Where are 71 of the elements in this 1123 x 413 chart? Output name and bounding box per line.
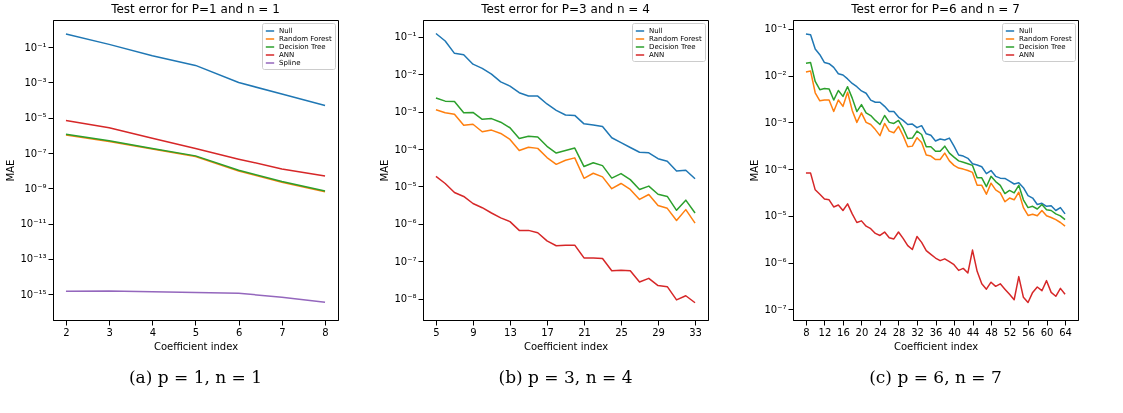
x-tick-label: 8 [803,326,810,338]
x-tick-label: 5 [192,326,200,338]
y-axis-title: MAE [5,159,17,182]
x-tick-label: 24 [874,326,887,338]
x-tick-label: 60 [1040,326,1054,338]
text: (c) p = 6, n = 7 [869,367,1002,387]
x-tick-label: 5 [433,326,440,338]
y-tick-label: 10⁻⁴ [394,143,417,155]
x-tick-label: 12 [818,326,832,338]
y-tick-label: 10⁻⁶ [764,257,787,269]
y-tick-label: 10⁻⁶ [394,218,417,230]
x-tick-label: 40 [948,326,961,338]
y-axis-title: MAE [379,159,391,182]
y-tick-label: 10⁻¹ [394,31,417,43]
y-tick-label: 10⁻⁷ [764,303,787,315]
y-tick-label: 10⁻⁷ [24,147,47,159]
y-tick-label: 10⁻¹¹ [20,218,47,230]
y-tick-label: 10⁻¹³ [20,253,47,265]
y-axis-title: MAE [749,159,761,182]
x-tick-label: 20 [855,326,869,338]
line-series [805,172,1066,304]
y-tick-label: 10⁻⁹ [24,182,47,194]
x-tick-label: 28 [892,326,906,338]
y-tick-label: 10⁻⁵ [394,180,417,192]
x-tick-label: 64 [1059,326,1072,338]
x-tick-label: 6 [235,326,243,338]
x-tick-label: 13 [504,326,517,338]
x-tick-label: 25 [615,326,628,338]
x-axis-title: Coefficient index [893,340,979,352]
x-tick-label: 21 [578,326,591,338]
line-series [65,290,326,303]
text: (a) p = 1, n = 1 [128,367,263,387]
y-tick-label: 10⁻² [394,68,417,80]
y-tick-label: 10⁻⁸ [394,293,417,305]
x-axis-title: Coefficient index [153,340,239,352]
x-tick-label: 8 [322,326,329,338]
x-tick-label: 3 [106,326,113,338]
chart-title: Test error for P=1 and n = 1 [110,2,280,16]
x-tick-label: 36 [929,326,943,338]
x-tick-label: 52 [1003,326,1017,338]
x-tick-label: 16 [837,326,850,338]
y-tick-label: 10⁻¹ [764,23,787,35]
y-tick-label: 10⁻⁴ [764,163,787,175]
y-tick-label: 10⁻¹ [24,41,47,53]
text: (b) p = 3, n = 4 [498,367,633,387]
y-tick-label: 10⁻³ [24,77,47,88]
x-tick-label: 29 [652,326,665,338]
x-tick-label: 9 [470,326,477,338]
x-tick-label: 44 [966,326,980,338]
x-tick-label: 2 [63,326,70,338]
x-tick-label: 56 [1022,326,1035,338]
y-tick-label: 10⁻⁵ [24,112,47,124]
x-tick-label: 32 [911,326,924,338]
y-tick-label: 10⁻³ [764,116,787,128]
x-tick-label: 33 [689,326,702,338]
line-series [435,175,696,304]
y-tick-label: 10⁻³ [394,106,417,118]
x-tick-label: 48 [985,326,998,338]
y-tick-label: 10⁻² [764,70,787,82]
chart-title: Test error for P=3 and n = 4 [480,2,650,16]
x-tick-label: 7 [279,326,286,338]
x-tick-label: 17 [541,326,554,338]
line-series [435,109,696,224]
y-tick-label: 10⁻¹⁵ [20,288,47,300]
y-tick-label: 10⁻⁵ [764,210,787,222]
x-tick-label: 4 [149,326,157,338]
y-tick-label: 10⁻⁷ [394,255,417,267]
chart-title: Test error for P=6 and n = 7 [850,2,1020,16]
line-series [435,97,696,214]
x-axis-title: Coefficient index [523,340,609,352]
line-series [65,119,326,177]
